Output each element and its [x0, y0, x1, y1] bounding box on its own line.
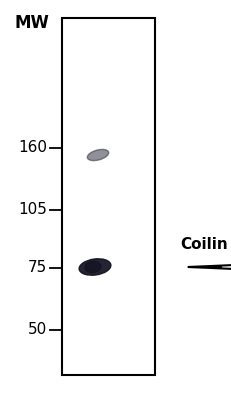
Text: 50: 50: [28, 322, 47, 338]
Text: 105: 105: [18, 202, 47, 218]
Bar: [62, 18, 155, 375]
Ellipse shape: [79, 259, 111, 275]
Text: Coilin: Coilin: [180, 237, 228, 252]
Text: 160: 160: [18, 140, 47, 156]
Text: MW: MW: [15, 14, 49, 32]
Ellipse shape: [87, 149, 109, 161]
Ellipse shape: [85, 261, 101, 273]
Text: 75: 75: [28, 260, 47, 276]
